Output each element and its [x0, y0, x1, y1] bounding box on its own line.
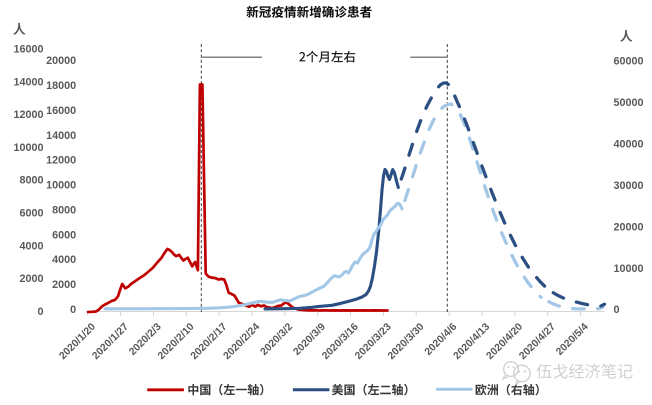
svg-text:20000: 20000	[46, 55, 76, 67]
svg-text:50000: 50000	[614, 97, 644, 109]
svg-text:0: 0	[70, 304, 76, 316]
svg-text:20000: 20000	[614, 221, 644, 233]
svg-text:4000: 4000	[52, 254, 76, 266]
svg-text:12000: 12000	[46, 155, 76, 167]
svg-text:60000: 60000	[614, 56, 644, 68]
svg-text:18000: 18000	[46, 80, 76, 92]
svg-text:0: 0	[37, 306, 43, 318]
svg-text:12000: 12000	[13, 109, 43, 121]
svg-text:8000: 8000	[52, 204, 76, 216]
svg-text:16000: 16000	[46, 105, 76, 117]
svg-text:14000: 14000	[13, 76, 43, 88]
svg-text:0: 0	[614, 304, 620, 316]
svg-text:6000: 6000	[19, 208, 43, 220]
svg-text:10000: 10000	[46, 180, 76, 192]
svg-text:4000: 4000	[19, 240, 43, 252]
svg-text:16000: 16000	[13, 44, 43, 56]
svg-text:10000: 10000	[614, 263, 644, 275]
svg-text:10000: 10000	[13, 142, 43, 154]
svg-text:40000: 40000	[614, 139, 644, 151]
svg-text:14000: 14000	[46, 130, 76, 142]
svg-text:2000: 2000	[52, 279, 76, 291]
svg-text:2000: 2000	[19, 273, 43, 285]
svg-text:30000: 30000	[614, 180, 644, 192]
svg-text:8000: 8000	[19, 175, 43, 187]
svg-text:6000: 6000	[52, 229, 76, 241]
